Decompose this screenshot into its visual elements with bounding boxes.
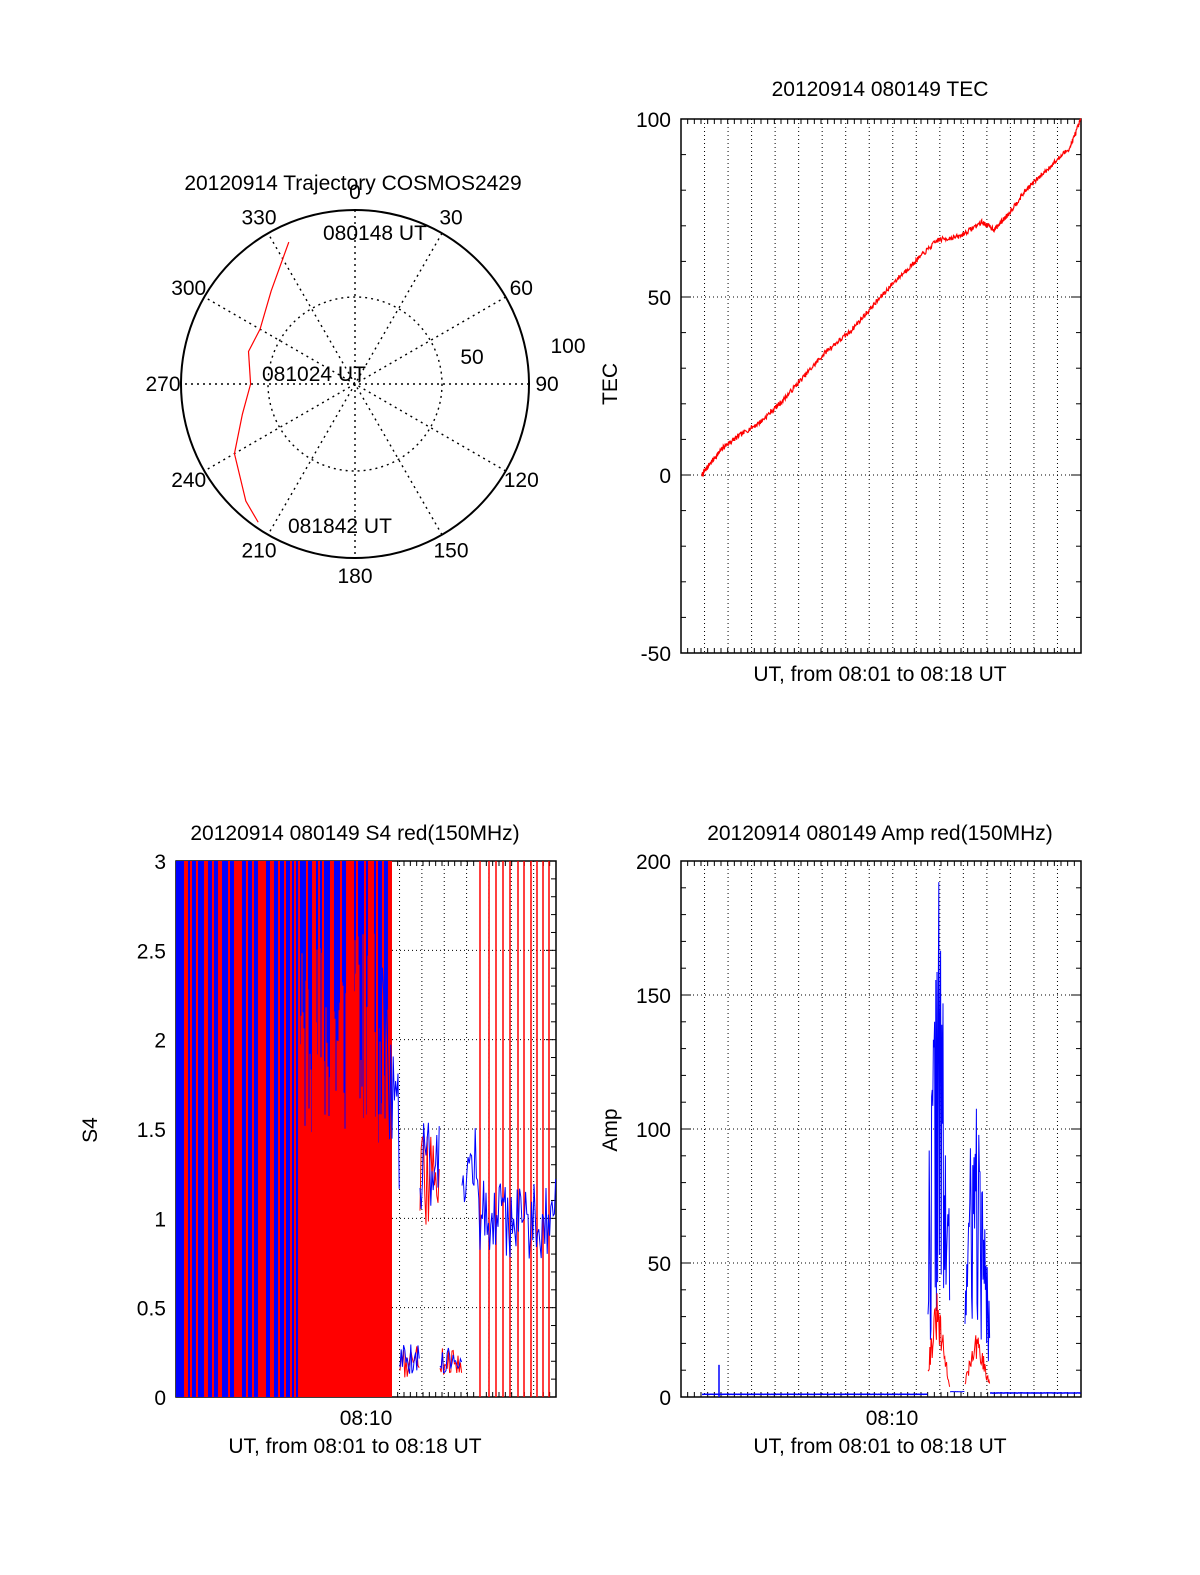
amp-ytick-label: 50 [648, 1253, 671, 1276]
amp-chart: 20120914 080149 Amp red(150MHz) 0 50 100 15… [599, 822, 1082, 1458]
polar-outer-circle [180, 209, 530, 559]
tec-ylabel: TEC [599, 363, 622, 405]
polar-azimuth-label: 120 [504, 469, 539, 492]
polar-azimuth-label: 180 [337, 565, 372, 588]
s4-xtick-0810: 08:10 [340, 1407, 393, 1430]
amp-ylabel: Amp [599, 1108, 622, 1151]
polar-ring-50 [267, 296, 443, 472]
amp-ytick-label: 100 [636, 1119, 671, 1142]
tec-axes: -50 0 50 100 [636, 109, 1082, 666]
s4-chart: 20120914 080149 S4 red(150MHz) 0 0.5 1 1.5 2… [79, 822, 557, 1458]
s4-series-line [419, 1122, 440, 1210]
polar-azimuth-labels: 0 30 60 90 120 150 180 210 240 270 300 330 [145, 181, 558, 588]
polar-trajectory-chart: 20120914 Trajectory COSMOS2429 0 30 60 90 12… [145, 172, 585, 588]
polar-azimuth-label: 90 [535, 373, 558, 396]
s4-ytick-label: 3 [154, 851, 166, 874]
polar-annotation-start: 080148 UT [323, 222, 427, 245]
tec-xlabel: UT, from 08:01 to 08:18 UT [753, 663, 1006, 686]
tec-chart: 20120914 080149 TEC -50 0 50 100 TEC UT, fr… [599, 78, 1082, 686]
tec-ytick-label: 50 [648, 287, 671, 310]
amp-title: 20120914 080149 Amp red(150MHz) [707, 822, 1053, 845]
s4-series-line [379, 967, 400, 1189]
s4-ytick-label: 1.5 [137, 1119, 166, 1142]
polar-radial-label-100: 100 [550, 335, 585, 358]
amp-xtick-0810: 08:10 [866, 1407, 919, 1430]
s4-ytick-label: 0.5 [137, 1298, 166, 1321]
s4-xlabel: UT, from 08:01 to 08:18 UT [228, 1435, 481, 1458]
amp-ytick-label: 0 [659, 1387, 671, 1410]
s4-title: 20120914 080149 S4 red(150MHz) [190, 822, 519, 845]
s4-ytick-label: 2 [154, 1030, 166, 1053]
polar-annotation-mid: 081024 UT [262, 363, 366, 386]
polar-azimuth-label: 60 [510, 277, 533, 300]
amp-series-line [927, 882, 951, 1340]
tec-ytick-label: 0 [659, 465, 671, 488]
s4-series [176, 861, 557, 1397]
polar-annotation-end: 081842 UT [288, 515, 392, 538]
s4-series-line [399, 1344, 420, 1374]
polar-azimuth-label: 330 [241, 207, 276, 230]
polar-azimuth-label: 0 [349, 181, 361, 204]
polar-trajectory-line [233, 241, 290, 523]
s4-series-line [461, 1128, 557, 1259]
polar-azimuth-label: 210 [241, 539, 276, 562]
s4-series-line [439, 1348, 463, 1375]
polar-azimuth-label: 150 [433, 539, 468, 562]
amp-axes: 0 50 100 150 200 [636, 851, 1082, 1410]
polar-azimuth-label: 300 [171, 277, 206, 300]
tec-ytick-label: 100 [636, 109, 671, 132]
amp-xlabel: UT, from 08:01 to 08:18 UT [753, 1435, 1006, 1458]
s4-ytick-label: 1 [154, 1208, 166, 1231]
amp-series-line [927, 1293, 951, 1387]
tec-series-line [701, 118, 1082, 478]
tec-ytick-label: -50 [641, 643, 671, 666]
s4-series-line [439, 1347, 463, 1374]
amp-series [702, 882, 1081, 1397]
amp-series-line [964, 1335, 991, 1385]
polar-spoke [267, 232, 443, 536]
polar-radial-label-50: 50 [460, 346, 483, 369]
polar-azimuth-label: 240 [171, 469, 206, 492]
polar-grid [181, 210, 529, 558]
polar-azimuth-label: 30 [439, 207, 462, 230]
s4-ytick-label: 0 [154, 1387, 166, 1410]
amp-ytick-label: 150 [636, 985, 671, 1008]
tec-title: 20120914 080149 TEC [772, 78, 989, 101]
tec-frame [680, 118, 1082, 654]
polar-azimuth-label: 270 [145, 373, 180, 396]
amp-frame [680, 860, 1082, 1398]
s4-ytick-label: 2.5 [137, 940, 166, 963]
amp-ytick-label: 200 [636, 851, 671, 874]
polar-title: 20120914 Trajectory COSMOS2429 [184, 172, 521, 195]
amp-series-line [964, 1108, 991, 1362]
s4-ylabel: S4 [79, 1117, 102, 1143]
